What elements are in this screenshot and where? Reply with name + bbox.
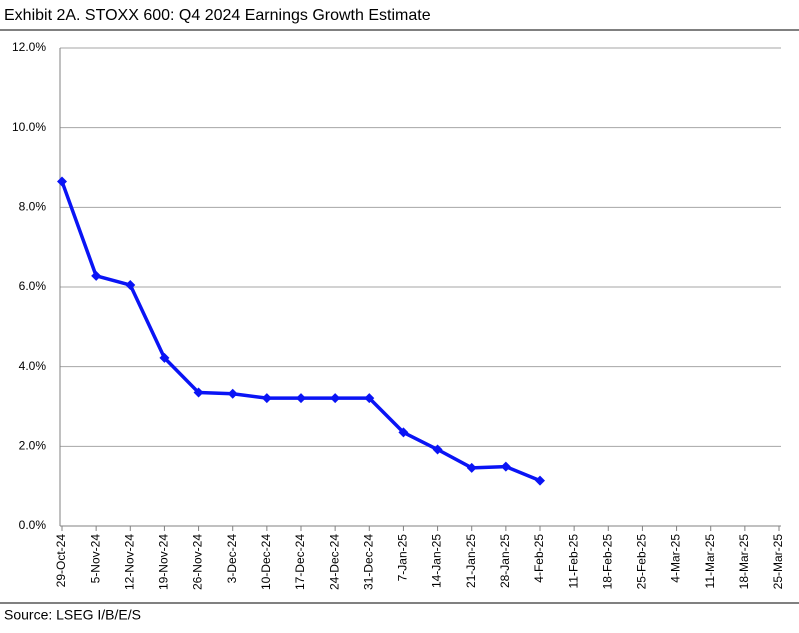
x-tick-label: 26-Nov-24 bbox=[191, 534, 205, 590]
y-tick-label: 8.0% bbox=[19, 200, 47, 214]
y-tick-label: 6.0% bbox=[19, 279, 47, 293]
x-tick-label: 12-Nov-24 bbox=[122, 534, 136, 590]
y-tick-label: 10.0% bbox=[12, 120, 46, 134]
x-tick-label: 14-Jan-25 bbox=[430, 534, 444, 588]
data-marker bbox=[193, 387, 204, 398]
data-marker bbox=[500, 461, 511, 472]
x-tick-label: 10-Dec-24 bbox=[259, 534, 273, 590]
x-tick-label: 25-Feb-25 bbox=[635, 534, 649, 590]
data-marker bbox=[261, 393, 272, 404]
data-marker bbox=[535, 475, 545, 486]
x-tick-label: 21-Jan-25 bbox=[464, 534, 478, 588]
x-tick-label: 18-Feb-25 bbox=[600, 534, 614, 590]
source: Source: LSEG I/B/E/S bbox=[4, 607, 141, 623]
data-marker bbox=[57, 176, 67, 187]
data-marker bbox=[227, 388, 238, 399]
x-tick-label: 28-Jan-25 bbox=[498, 534, 512, 588]
x-tick-label: 5-Nov-24 bbox=[88, 534, 102, 584]
y-tick-label: 0.0% bbox=[19, 518, 47, 532]
x-tick-label: 25-Mar-25 bbox=[771, 534, 785, 590]
data-marker bbox=[466, 462, 477, 473]
data-marker bbox=[330, 393, 341, 404]
data-marker bbox=[91, 270, 102, 281]
x-tick-label: 18-Mar-25 bbox=[737, 534, 751, 590]
data-marker bbox=[159, 352, 170, 363]
data-marker bbox=[296, 393, 306, 404]
data-marker bbox=[125, 280, 136, 291]
data-line bbox=[60, 180, 541, 483]
y-tick-label: 4.0% bbox=[19, 359, 47, 373]
y-tick-label: 2.0% bbox=[19, 439, 47, 453]
x-tick-label: 11-Feb-25 bbox=[566, 534, 580, 589]
x-tick-label: 4-Feb-25 bbox=[532, 534, 546, 583]
x-tick-label: 7-Jan-25 bbox=[396, 534, 410, 582]
chart-title: Exhibit 2A. STOXX 600: Q4 2024 Earnings … bbox=[4, 7, 431, 24]
data-marker bbox=[364, 393, 375, 404]
data-marker bbox=[432, 444, 443, 455]
x-tick-label: 11-Mar-25 bbox=[703, 534, 717, 589]
x-tick-label: 4-Mar-25 bbox=[669, 534, 683, 583]
x-tick-label: 31-Dec-24 bbox=[361, 534, 375, 590]
x-tick-label: 3-Dec-24 bbox=[225, 534, 239, 584]
x-tick-label: 19-Nov-24 bbox=[157, 534, 171, 590]
x-tick-label: 24-Dec-24 bbox=[327, 534, 341, 590]
x-tick-label: 29-Oct-24 bbox=[54, 534, 68, 588]
data-marker bbox=[398, 427, 409, 438]
x-tick-label: 17-Dec-24 bbox=[293, 534, 307, 590]
y-tick-label: 12.0% bbox=[12, 40, 46, 54]
